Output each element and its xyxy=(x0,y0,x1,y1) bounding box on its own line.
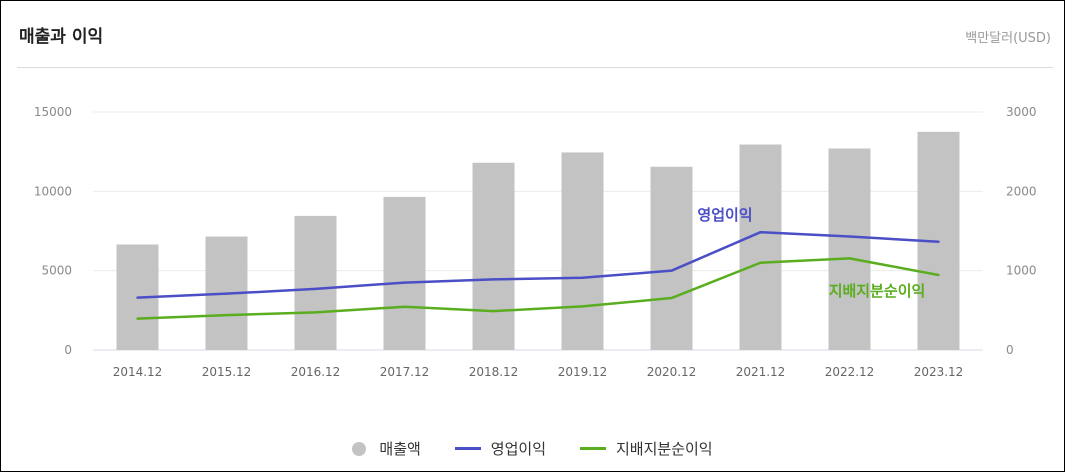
right-axis-tick-label: 1000 xyxy=(1006,264,1037,278)
revenue-bar xyxy=(294,215,337,350)
unit-label: 백만달러(USD) xyxy=(965,31,1051,46)
net-profit-point xyxy=(136,317,139,320)
legend-item-operating-profit[interactable]: 영업이익 xyxy=(454,438,546,459)
left-axis-tick-label: 0 xyxy=(64,343,72,357)
legend-item-net-profit[interactable]: 지배지분순이익 xyxy=(580,438,713,459)
right-axis-tick-label: 2000 xyxy=(1006,184,1037,198)
net-profit-point xyxy=(581,305,584,308)
legend-revenue-marker xyxy=(352,441,367,456)
chart-title: 매출과 이익 xyxy=(19,27,104,47)
operating-profit-point xyxy=(670,269,673,272)
net-profit-line xyxy=(137,257,939,320)
left-axis-tick-label: 10000 xyxy=(34,184,72,198)
operating-profit-point xyxy=(225,292,228,295)
legend-operating-profit-marker xyxy=(454,447,481,450)
net-profit-point xyxy=(492,309,495,313)
revenue-bar xyxy=(472,162,515,350)
x-axis-tick-label: 2020.12 xyxy=(647,365,697,379)
operating-profit-point xyxy=(314,287,317,291)
revenue-bar xyxy=(828,148,871,350)
axis-labels: 0 5000 10000 15000 0 1000 2000 3000 2014.12 2015.… xyxy=(34,105,1037,379)
net-profit-point xyxy=(848,257,851,260)
operating-profit-point xyxy=(937,240,940,243)
x-axis-tick-label: 2016.12 xyxy=(291,365,341,379)
legend-operating-profit-label: 영업이익 xyxy=(490,440,546,458)
net-profit-point xyxy=(670,296,673,300)
revenue-bar xyxy=(561,152,604,350)
x-axis-tick-label: 2014.12 xyxy=(113,365,163,379)
net-profit-point xyxy=(225,313,228,317)
net-profit-point xyxy=(314,311,317,314)
operating-profit-point xyxy=(136,296,139,299)
left-axis-tick-label: 5000 xyxy=(41,264,72,278)
net-profit-point xyxy=(403,305,406,308)
net-profit-point xyxy=(937,273,940,277)
x-axis-tick-label: 2017.12 xyxy=(380,365,430,379)
operating-profit-point xyxy=(848,235,851,238)
operating-profit-line xyxy=(137,230,939,299)
left-axis-tick-label: 15000 xyxy=(34,105,72,119)
net-profit-point xyxy=(759,261,762,264)
legend: 매출액 영업이익 지배지분순이익 xyxy=(0,438,1065,459)
legend-revenue-label: 매출액 xyxy=(379,440,421,458)
revenue-bars xyxy=(116,131,960,350)
header-divider xyxy=(17,67,1053,68)
x-axis-tick-label: 2015.12 xyxy=(202,365,252,379)
revenue-bar xyxy=(383,196,426,350)
legend-net-profit-marker xyxy=(580,447,606,450)
right-axis-tick-label: 0 xyxy=(1006,343,1014,357)
legend-item-revenue[interactable]: 매출액 xyxy=(352,438,421,459)
operating-profit-point xyxy=(403,281,406,284)
x-axis-tick-label: 2022.12 xyxy=(825,365,875,379)
revenue-bar xyxy=(650,166,693,350)
revenue-bar xyxy=(739,144,782,350)
net-profit-series-label: 지배지분순이익 xyxy=(829,282,926,300)
operating-profit-point xyxy=(492,278,495,281)
operating-profit-point xyxy=(581,276,584,280)
x-axis-tick-label: 2018.12 xyxy=(469,365,519,379)
operating-profit-series-label: 영업이익 xyxy=(697,206,752,224)
x-axis-tick-label: 2021.12 xyxy=(736,365,786,379)
right-axis-tick-label: 3000 xyxy=(1006,105,1037,119)
operating-profit-point xyxy=(759,230,762,234)
x-axis-tick-label: 2023.12 xyxy=(914,365,964,379)
profit-lines xyxy=(136,230,940,320)
legend-net-profit-label: 지배지분순이익 xyxy=(616,440,713,458)
x-axis-tick-label: 2019.12 xyxy=(558,365,608,379)
